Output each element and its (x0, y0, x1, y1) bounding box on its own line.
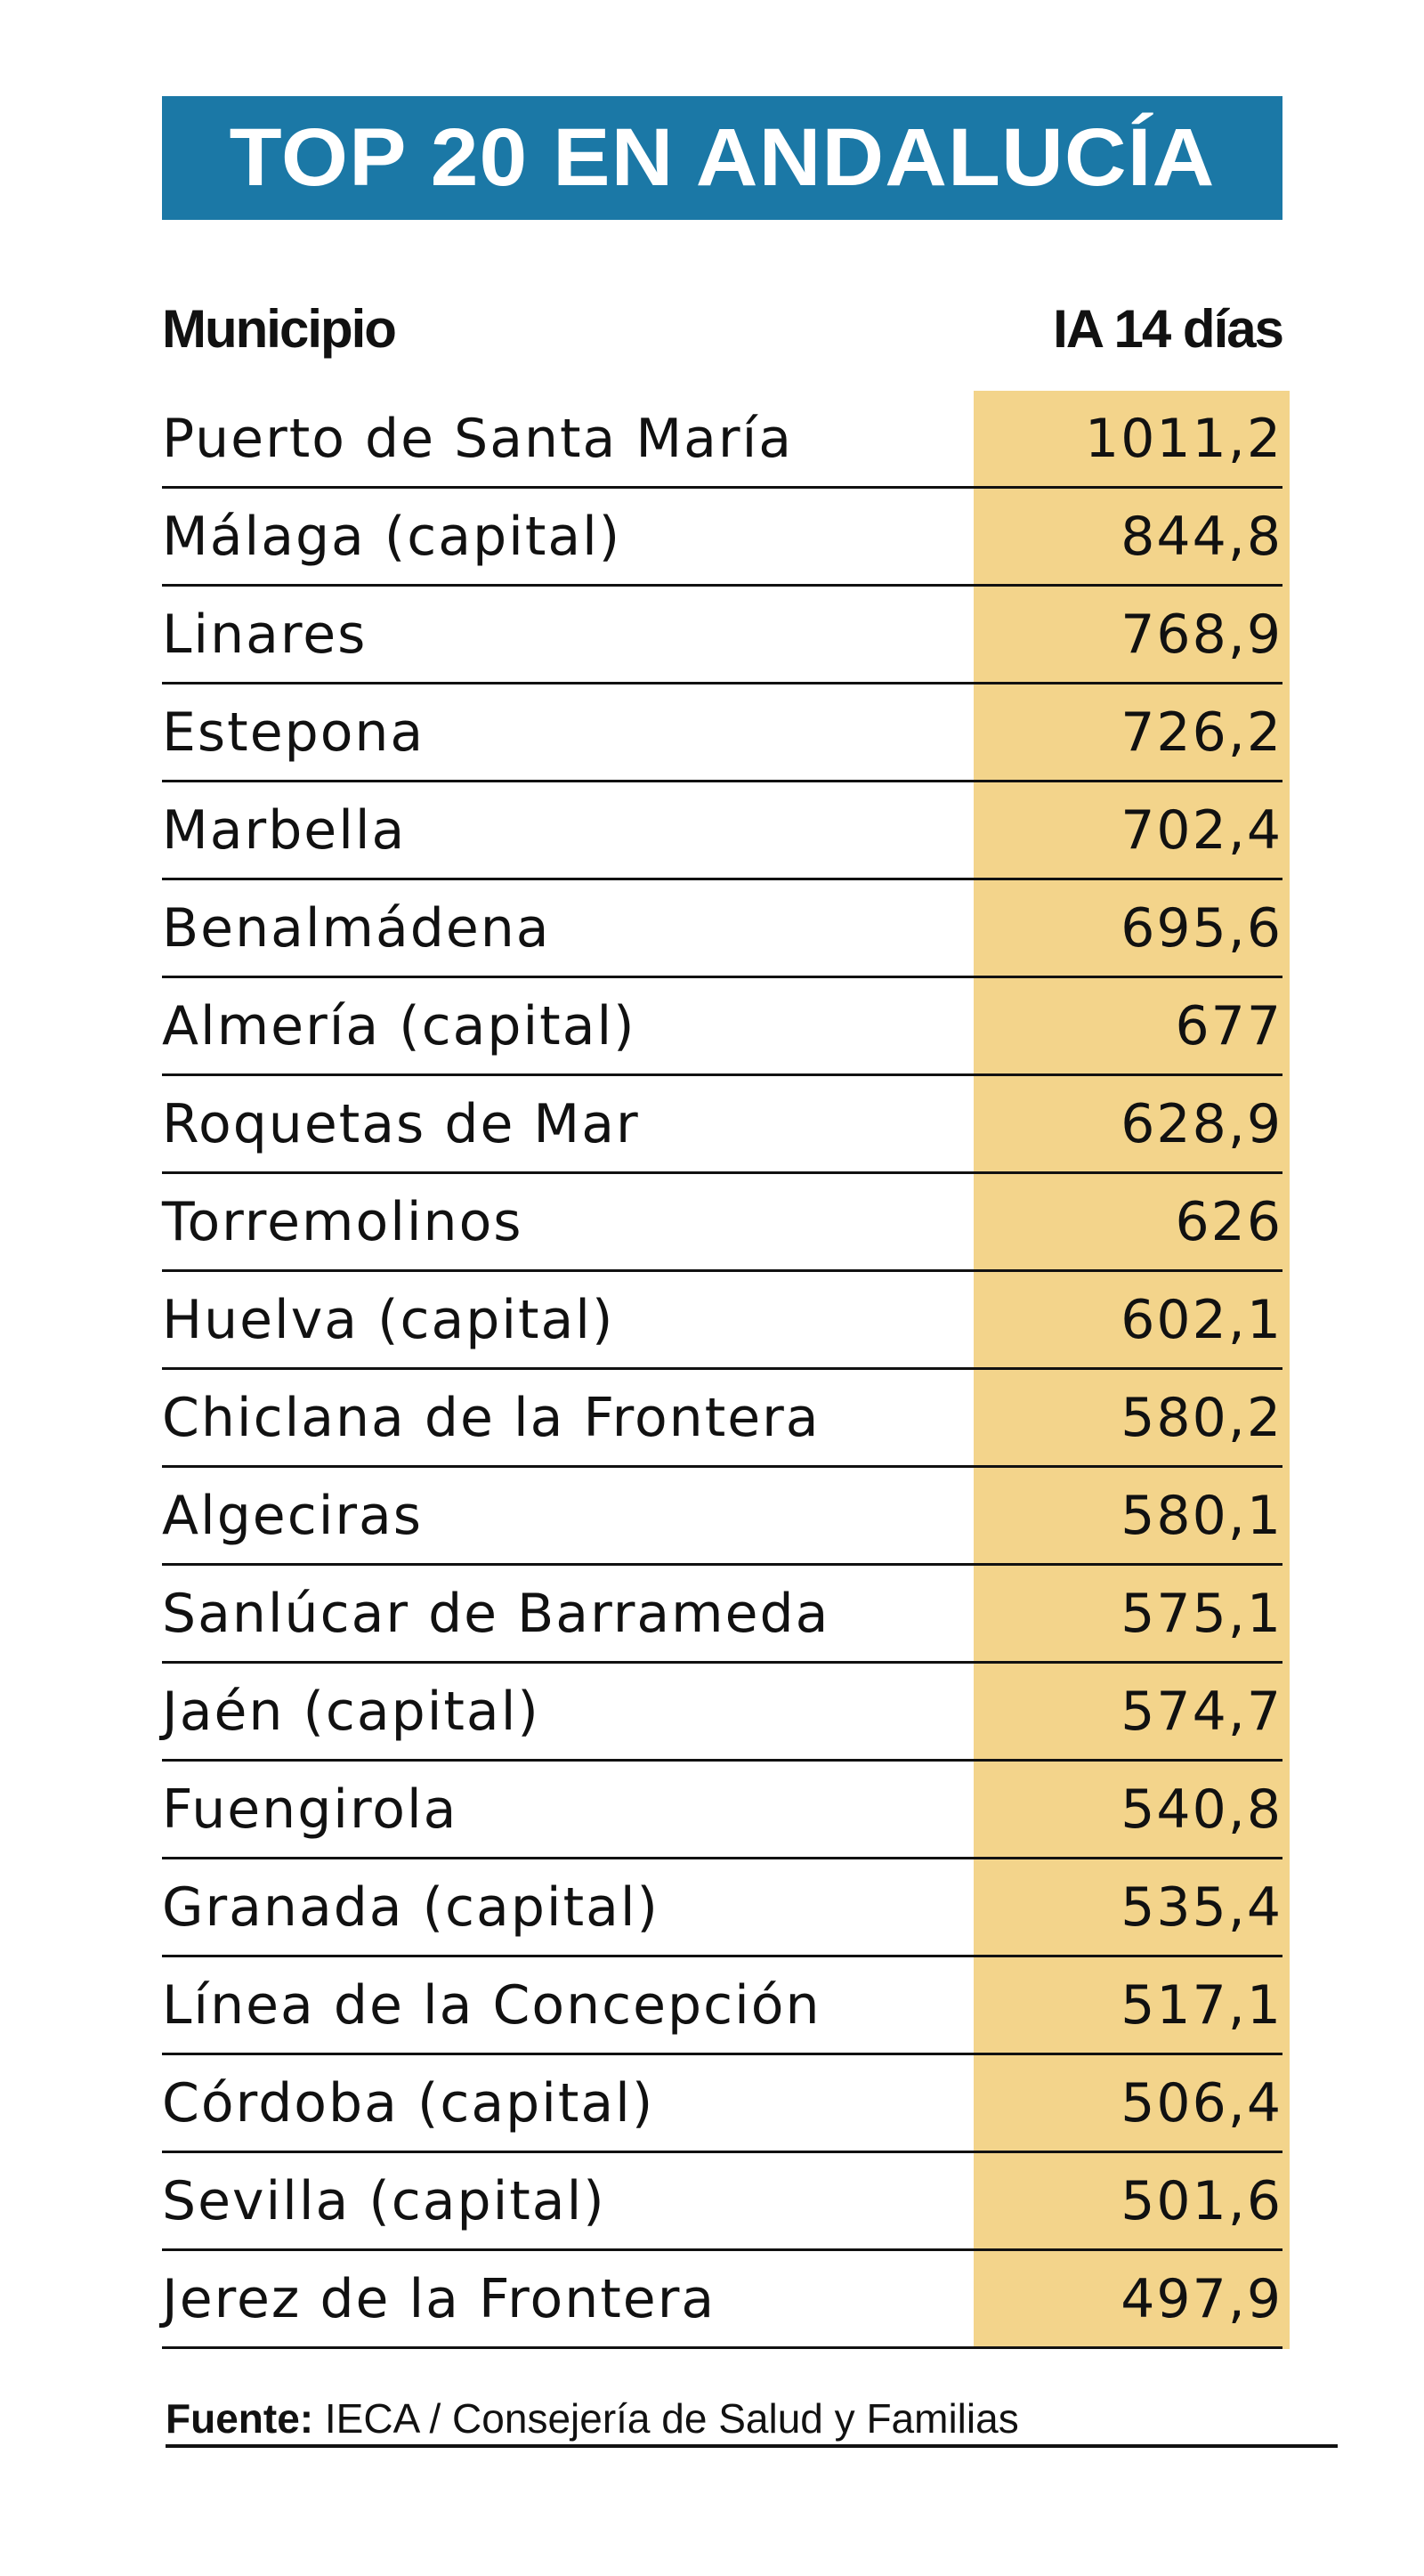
municipio-cell: Torremolinos (162, 1190, 523, 1253)
ia-value-cell: 580,1 (1121, 1484, 1282, 1547)
source-note: Fuente: IECA / Consejería de Salud y Fam… (166, 2394, 1338, 2448)
municipio-cell: Fuengirola (162, 1778, 458, 1841)
ia-value-cell: 540,8 (1121, 1778, 1282, 1841)
municipio-cell: Benalmádena (162, 896, 551, 960)
table-row: Marbella 702,4 (162, 782, 1282, 880)
municipio-cell: Sevilla (capital) (162, 2169, 606, 2232)
source-label: Fuente: (166, 2395, 314, 2442)
table-row: Granada (capital) 535,4 (162, 1859, 1282, 1957)
ia-value-cell: 574,7 (1121, 1680, 1282, 1743)
municipio-cell: Puerto de Santa María (162, 407, 794, 470)
municipio-cell: Huelva (capital) (162, 1288, 615, 1351)
municipio-cell: Roquetas de Mar (162, 1092, 640, 1155)
municipio-cell: Córdoba (capital) (162, 2071, 655, 2135)
municipio-cell: Chiclana de la Frontera (162, 1386, 821, 1449)
source-text: IECA / Consejería de Salud y Familias (313, 2395, 1019, 2442)
ia-value-cell: 768,9 (1121, 603, 1282, 666)
table-row: Córdoba (capital) 506,4 (162, 2055, 1282, 2153)
table-row: Algeciras 580,1 (162, 1468, 1282, 1566)
page-title: TOP 20 EN ANDALUCÍA (229, 112, 1216, 203)
municipio-cell: Málaga (capital) (162, 505, 622, 568)
table-row: Torremolinos 626 (162, 1174, 1282, 1272)
ia-value-cell: 1011,2 (1085, 407, 1282, 470)
table-row: Fuengirola 540,8 (162, 1762, 1282, 1859)
table-row: Sevilla (capital) 501,6 (162, 2153, 1282, 2251)
ia-value-cell: 602,1 (1121, 1288, 1282, 1351)
municipio-cell: Algeciras (162, 1484, 424, 1547)
title-bar: TOP 20 EN ANDALUCÍA (162, 96, 1282, 220)
ia-value-cell: 677 (1175, 994, 1282, 1057)
table-row: Almería (capital) 677 (162, 978, 1282, 1076)
ia-value-cell: 517,1 (1121, 1973, 1282, 2037)
ia-value-cell: 497,9 (1121, 2267, 1282, 2330)
header-municipio: Municipio (162, 299, 397, 359)
header-ia-14-dias: IA 14 días (1053, 299, 1284, 359)
table-row: Chiclana de la Frontera 580,2 (162, 1370, 1282, 1468)
ia-value-cell: 506,4 (1121, 2071, 1282, 2135)
municipio-cell: Línea de la Concepción (162, 1973, 821, 2037)
table-body: Puerto de Santa María 1011,2 Málaga (capit… (162, 391, 1282, 2349)
table-row: Huelva (capital) 602,1 (162, 1272, 1282, 1370)
ia-value-cell: 726,2 (1121, 701, 1282, 764)
ia-value-cell: 844,8 (1121, 505, 1282, 568)
table-row: Málaga (capital) 844,8 (162, 489, 1282, 587)
table-row: Jaén (capital) 574,7 (162, 1664, 1282, 1762)
ia-value-cell: 695,6 (1121, 896, 1282, 960)
municipio-cell: Marbella (162, 798, 407, 862)
municipio-cell: Jerez de la Frontera (162, 2267, 716, 2330)
municipio-cell: Estepona (162, 701, 425, 764)
municipio-cell: Sanlúcar de Barrameda (162, 1582, 830, 1645)
table-row: Benalmádena 695,6 (162, 880, 1282, 978)
table-row: Roquetas de Mar 628,9 (162, 1076, 1282, 1174)
municipio-cell: Almería (capital) (162, 994, 636, 1057)
ia-value-cell: 628,9 (1121, 1092, 1282, 1155)
municipio-cell: Linares (162, 603, 368, 666)
municipio-cell: Granada (capital) (162, 1875, 659, 1939)
table-row: Linares 768,9 (162, 587, 1282, 685)
table-row: Sanlúcar de Barrameda 575,1 (162, 1566, 1282, 1664)
ia-value-cell: 702,4 (1121, 798, 1282, 862)
value-column-highlight (974, 391, 1290, 2349)
table-row: Estepona 726,2 (162, 685, 1282, 782)
ia-value-cell: 580,2 (1121, 1386, 1282, 1449)
table-row: Línea de la Concepción 517,1 (162, 1957, 1282, 2055)
table-row: Puerto de Santa María 1011,2 (162, 391, 1282, 489)
ia-value-cell: 535,4 (1121, 1875, 1282, 1939)
municipio-cell: Jaén (capital) (162, 1680, 540, 1743)
ia-value-cell: 501,6 (1121, 2169, 1282, 2232)
ia-value-cell: 626 (1175, 1190, 1282, 1253)
ia-value-cell: 575,1 (1121, 1582, 1282, 1645)
table-row: Jerez de la Frontera 497,9 (162, 2251, 1282, 2349)
